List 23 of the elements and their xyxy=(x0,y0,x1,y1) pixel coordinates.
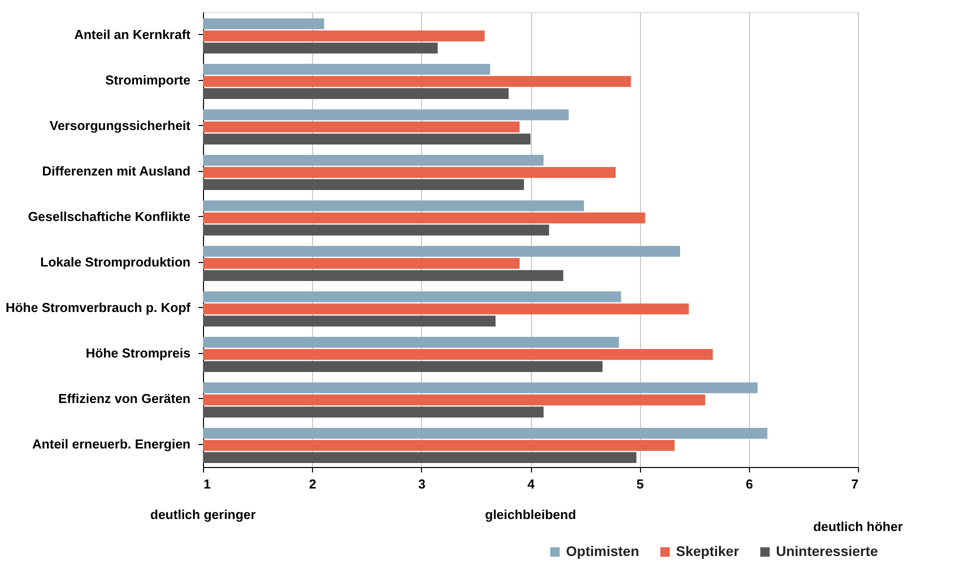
x-tick-label: 6 xyxy=(746,476,753,492)
text: gleichbleibend xyxy=(484,507,576,522)
y-tick-label: Gesellschaftiche Konflikte xyxy=(28,208,190,224)
x-tick-label: 1 xyxy=(204,476,211,492)
y-tick-label: Höhe Strompreis xyxy=(86,345,190,360)
y-tick-label: Lokale Stromproduktion xyxy=(40,254,191,270)
y-tick-label: Differenzen mit Ausland xyxy=(42,163,191,178)
y-tick-label: Versorgungssicherheit xyxy=(50,118,192,133)
x-tick-label: 3 xyxy=(418,476,426,492)
text: deutlich höher xyxy=(813,519,903,534)
x-tick-label: 5 xyxy=(636,476,644,492)
text: deutlich geringer xyxy=(150,507,256,522)
y-tick-label: Anteil erneuerb. Energien xyxy=(32,436,191,452)
y-tick-label: Stromimporte xyxy=(105,72,190,88)
legend-label: Optimisten xyxy=(566,543,640,559)
legend-label: Skeptiker xyxy=(676,543,740,559)
x-tick-label: 4 xyxy=(527,476,536,492)
y-tick-label: Höhe Stromverbrauch p. Kopf xyxy=(6,300,192,315)
legend-label: Uninteressierte xyxy=(776,543,878,559)
x-tick-label: 7 xyxy=(851,476,858,492)
x-tick-label: 2 xyxy=(309,476,316,492)
y-tick-label: Anteil an Kernkraft xyxy=(74,26,192,42)
y-tick-label: Effizienz von Geräten xyxy=(58,390,191,406)
